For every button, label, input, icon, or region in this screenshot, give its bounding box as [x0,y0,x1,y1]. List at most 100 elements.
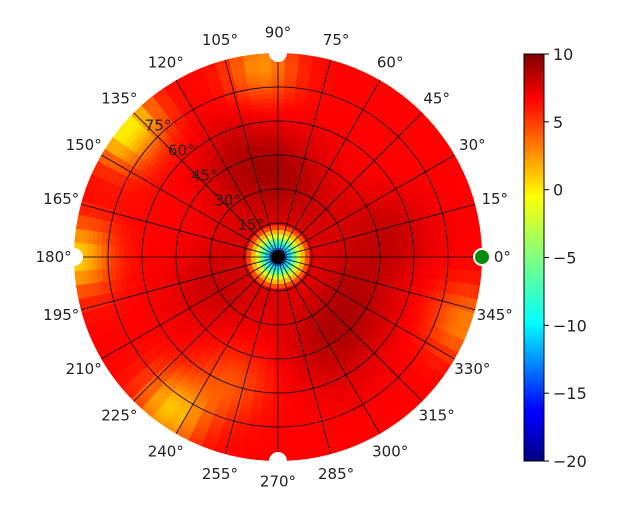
heat-cell [396,97,413,113]
heat-cell [173,407,189,421]
heat-cell [456,321,468,339]
heat-cell [378,377,393,391]
heat-cell [144,199,154,212]
heat-cell [370,409,387,424]
heat-cell [414,377,430,394]
heat-cell [450,334,463,352]
heat-cell [309,58,327,68]
heat-cell [428,353,442,370]
heat-cell [452,306,463,323]
heat-cell [413,203,424,218]
heat-cell [154,113,170,127]
heat-cell [451,320,464,337]
heat-cell [110,141,124,158]
heat-cell [270,83,285,90]
heat-cell [386,305,396,318]
heat-cell [393,319,404,333]
angle-gridline [224,256,279,455]
heat-cell [399,381,415,397]
heat-cell [363,71,381,85]
heat-cell [85,325,97,343]
heat-cell [149,211,159,224]
heat-cell [355,134,369,147]
heat-cell [422,129,437,146]
angle-tick-label: 0° [494,248,511,266]
heat-cell [389,390,405,405]
heat-cell [121,212,130,227]
heat-cell [347,423,364,435]
heat-cell [228,403,243,413]
heat-cell [323,61,341,72]
heat-cell [154,410,171,425]
heat-cell [275,279,278,286]
heat-cell [132,205,142,219]
heat-cell [427,369,442,387]
heat-cell [439,360,454,378]
heat-cell [359,391,375,404]
heat-cell [182,88,199,101]
heat-cell [136,130,151,145]
heat-cell [434,182,446,199]
heat-cell [269,60,285,67]
heat-cell [372,370,387,384]
angle-gridline [133,256,279,402]
heat-cell [405,196,416,209]
marker-layer [65,44,491,470]
heat-cell [431,340,445,357]
heat-cell [410,316,421,330]
heat-cell [327,124,341,135]
heat-cell [374,126,389,140]
heat-cell [184,414,201,427]
colorbar-tick-label: 10 [553,45,573,64]
heat-cell [442,330,454,348]
heat-cell [394,138,408,153]
heat-cell [411,394,428,410]
heat-cell [169,130,184,144]
heat-cell [213,257,220,263]
heat-cell [426,126,441,143]
heat-cell [99,150,113,168]
heat-cell [278,265,281,272]
heat-cell [148,322,160,336]
heat-cell [414,192,425,206]
angle-tick-label: 330° [454,360,490,378]
heat-cell [152,181,163,195]
heat-cell [456,187,467,205]
heat-cell [172,203,182,214]
heat-cell [135,184,146,198]
heat-cell [192,79,209,91]
heat-cell [336,256,343,262]
heat-cell [86,296,96,314]
heat-cell [418,380,434,397]
heat-cell [465,309,476,328]
heat-cell [291,257,298,260]
heat-cell [269,65,285,72]
heat-cell [359,256,366,264]
heat-cell [106,317,118,334]
heat-cell [222,420,239,431]
heat-cell [176,102,192,116]
heat-cell [375,373,390,387]
heat-cell [393,299,404,312]
heat-cell [276,242,278,248]
radial-tick-labels: 15° 30° 45° 60° 75° [145,117,264,234]
heat-cell [93,162,106,180]
heat-cell [119,114,135,131]
marker-point [271,250,285,264]
heat-cell [207,83,224,94]
heat-cell [434,153,448,170]
heat-cell [340,91,357,103]
heat-cell [312,105,327,115]
heat-cell [350,65,369,78]
heat-cell [173,368,188,381]
heat-cell [164,378,179,392]
heat-cell [159,289,168,301]
heat-cell [222,257,229,262]
angle-tick-label: 300° [372,442,408,460]
heat-cell [165,208,175,220]
heat-cell [422,200,432,215]
heat-cell [393,201,403,214]
heat-cell [316,154,327,164]
heat-cell [315,130,328,140]
heat-cell [214,125,228,136]
